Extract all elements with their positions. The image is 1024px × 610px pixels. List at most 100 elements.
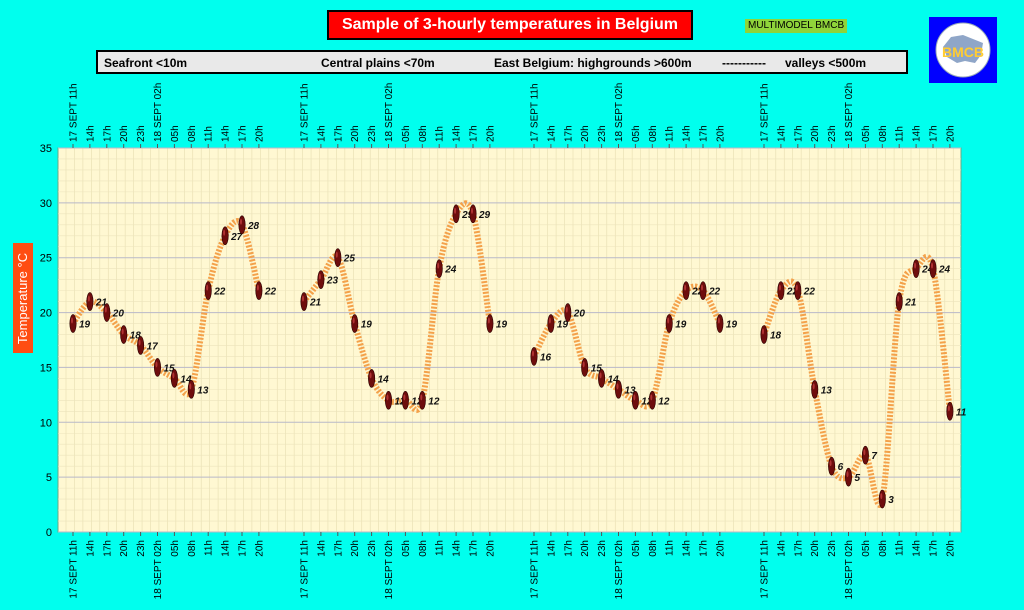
x-tick-label: 17 SEPT 11h (300, 540, 311, 599)
data-label: 29 (461, 210, 474, 221)
x-tick-label: 17h (469, 540, 480, 557)
data-point (435, 259, 443, 278)
data-point-highlight (318, 273, 321, 280)
data-point (861, 445, 869, 465)
x-tick-label: 14h (221, 125, 232, 142)
legend-east: East Belgium: highgrounds >600m (494, 56, 692, 70)
data-point-highlight (778, 284, 781, 291)
data-label: 18 (130, 331, 142, 342)
data-point (828, 456, 836, 476)
data-point (221, 226, 229, 246)
x-tick-label: 17 SEPT 11h (530, 540, 541, 599)
data-point-highlight (931, 262, 933, 269)
data-point (452, 204, 460, 224)
data-label: 17 (147, 341, 159, 352)
data-point (760, 325, 768, 344)
x-tick-label: 20h (485, 125, 496, 142)
data-label: 13 (197, 385, 209, 396)
x-tick-label: 20h (254, 125, 265, 142)
data-point (530, 347, 538, 366)
bmcb-logo: BMCB (929, 17, 997, 83)
data-point (547, 314, 555, 333)
data-point-highlight (172, 372, 175, 379)
data-label: 20 (573, 309, 586, 320)
x-tick-label: 17 SEPT 11h (69, 83, 80, 142)
y-axis-label: Temperature °C (13, 243, 33, 353)
data-label: 15 (591, 363, 603, 374)
x-tick-label: 18 SEPT 02h (384, 540, 395, 599)
data-label: 3 (888, 495, 894, 506)
x-tick-label: 08h (648, 540, 659, 557)
data-point-highlight (369, 372, 372, 379)
data-point-highlight (701, 284, 703, 291)
data-label: 12 (428, 396, 440, 407)
x-tick-label: 05h (861, 125, 872, 142)
legend-valleys: valleys <500m (785, 56, 867, 70)
x-tick-label: 23h (367, 125, 378, 142)
data-point (648, 391, 656, 410)
data-point (777, 281, 785, 300)
data-point-highlight (138, 339, 141, 346)
data-point-highlight (240, 218, 242, 225)
x-tick-label: 17h (333, 540, 344, 557)
x-tick-label: 17 SEPT 11h (69, 540, 80, 599)
data-point-highlight (302, 295, 304, 302)
data-point (895, 292, 903, 311)
x-tick-label: 17 SEPT 11h (760, 83, 771, 142)
data-label: 13 (625, 385, 637, 396)
data-point (614, 380, 622, 399)
x-tick-label: 17h (699, 540, 710, 557)
data-point (564, 303, 572, 322)
data-label: 24 (444, 265, 457, 276)
data-point (187, 380, 195, 399)
x-tick-label: 05h (170, 540, 181, 557)
x-tick-label: 23h (136, 540, 147, 557)
x-tick-label: 17h (238, 540, 249, 557)
x-tick-label: 20h (715, 125, 726, 142)
data-label: 13 (821, 385, 833, 396)
y-tick-label: 0 (46, 527, 52, 539)
x-tick-label: 23h (136, 125, 147, 142)
x-tick-label: 20h (810, 125, 821, 142)
x-tick-label: 17h (793, 540, 804, 557)
x-tick-label: 20h (810, 540, 821, 557)
data-point-highlight (87, 295, 90, 302)
x-tick-label: 14h (452, 540, 463, 557)
data-label: 12 (411, 396, 423, 407)
x-tick-label: 23h (597, 125, 608, 142)
x-tick-label: 20h (945, 125, 956, 142)
data-point (204, 281, 212, 300)
data-point (486, 314, 494, 333)
x-tick-label: 14h (546, 540, 557, 557)
legend-separator: ----------- (722, 56, 766, 70)
data-point-highlight (863, 449, 866, 456)
data-point-highlight (599, 372, 602, 379)
x-tick-label: 14h (85, 125, 96, 142)
x-tick-label: 11h (895, 126, 906, 142)
data-label: 25 (343, 254, 356, 265)
x-tick-label: 05h (401, 125, 412, 142)
x-tick-label: 17h (929, 540, 940, 557)
data-point (581, 358, 589, 377)
data-point-highlight (548, 317, 551, 324)
y-tick-label: 25 (40, 253, 52, 265)
x-tick-label: 05h (170, 125, 181, 142)
x-tick-label: 14h (546, 125, 557, 142)
data-point-highlight (155, 361, 158, 368)
legend-central: Central plains <70m (321, 56, 435, 70)
data-point-highlight (104, 306, 107, 313)
x-tick-label: 17h (793, 125, 804, 142)
x-tick-label: 17h (563, 125, 574, 142)
y-tick-label: 30 (40, 198, 52, 210)
x-tick-label: 11h (204, 540, 215, 556)
data-label: 14 (378, 374, 390, 385)
plot-area (57, 147, 962, 533)
data-point (384, 391, 392, 410)
x-tick-label: 17h (699, 125, 710, 142)
y-tick-label: 20 (40, 308, 52, 320)
x-tick-label: 08h (648, 125, 659, 142)
data-label: 29 (478, 210, 491, 221)
x-tick-label: 14h (85, 540, 96, 557)
data-label: 23 (326, 276, 339, 287)
data-point-highlight (914, 262, 917, 269)
